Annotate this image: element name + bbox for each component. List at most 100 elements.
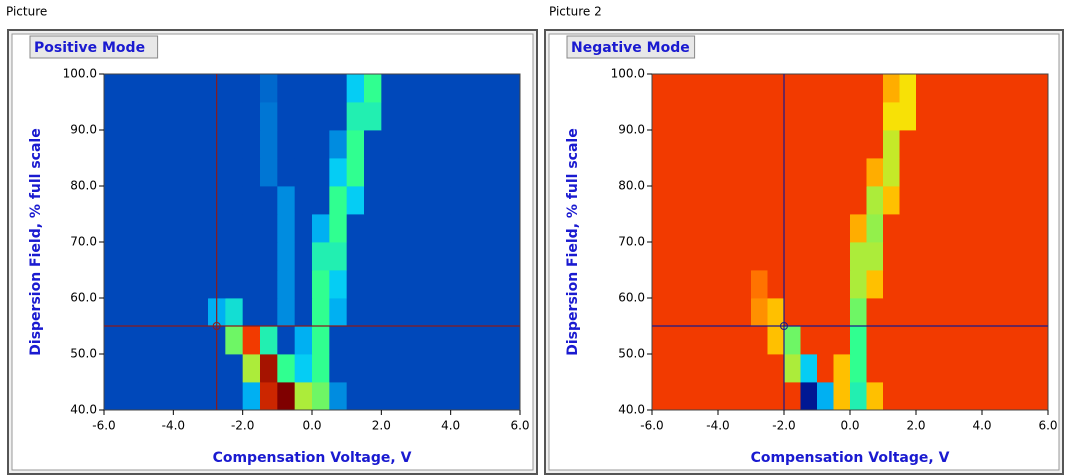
heatmap-cell xyxy=(1015,214,1032,243)
heatmap-cell xyxy=(850,298,867,327)
heatmap-cell xyxy=(883,270,900,299)
heatmap-cell xyxy=(734,354,752,383)
heatmap-cell xyxy=(225,130,244,159)
heatmap-cell xyxy=(734,270,752,299)
heatmap-cell xyxy=(485,130,504,159)
heatmap-cell xyxy=(294,270,313,299)
heatmap-cell xyxy=(932,298,950,327)
heatmap-cell xyxy=(767,242,785,271)
heatmap-cell xyxy=(1031,214,1049,243)
heatmap-cell xyxy=(242,242,261,271)
heatmap-cell xyxy=(1015,326,1032,355)
heatmap-cell xyxy=(242,74,261,103)
heatmap-cell xyxy=(450,326,469,355)
heatmap-cell xyxy=(138,214,157,243)
title-box xyxy=(29,35,159,59)
heatmap-cell xyxy=(329,130,348,159)
heatmap-cell xyxy=(190,186,209,215)
heatmap-cell xyxy=(883,102,900,131)
heatmap-cell xyxy=(364,242,382,271)
heatmap-cell xyxy=(833,130,851,159)
heatmap-cell xyxy=(450,74,469,103)
heatmap-cell xyxy=(718,102,735,131)
heatmap-cell xyxy=(883,214,900,243)
heatmap-cell xyxy=(138,382,157,411)
heatmap-cell xyxy=(485,326,504,355)
heatmap-cell xyxy=(916,382,933,411)
heatmap-cell xyxy=(433,186,452,215)
heatmap-cell xyxy=(718,242,735,271)
heatmap-cell xyxy=(965,186,983,215)
heatmap-cell xyxy=(850,354,867,383)
heatmap-cell xyxy=(734,242,752,271)
heatmap-cell xyxy=(485,186,504,215)
heatmap-cell xyxy=(998,382,1016,411)
heatmap-cell xyxy=(701,130,719,159)
heatmap-cell xyxy=(1015,242,1032,271)
heatmap-cell xyxy=(450,130,469,159)
heatmap-cell xyxy=(329,382,348,411)
heatmap-cell xyxy=(381,158,400,187)
heatmap-cell xyxy=(468,74,486,103)
heatmap-cell xyxy=(381,298,400,327)
heatmap-cell xyxy=(294,186,313,215)
y-tick-label: 60.0 xyxy=(618,291,645,305)
heatmap-cell xyxy=(883,298,900,327)
heatmap-cell xyxy=(398,270,417,299)
heatmap-cell xyxy=(718,382,735,411)
heatmap-cell xyxy=(364,186,382,215)
heatmap-cell xyxy=(104,354,122,383)
heatmap-cell xyxy=(883,158,900,187)
heatmap-cell xyxy=(916,186,933,215)
heatmap-cell xyxy=(850,74,867,103)
heatmap-cell xyxy=(1031,270,1049,299)
heatmap-cell xyxy=(866,158,884,187)
heatmap-cell xyxy=(784,158,801,187)
heatmap-cell xyxy=(398,158,417,187)
heatmap-cell xyxy=(949,298,966,327)
heatmap-cell xyxy=(949,214,966,243)
title-box xyxy=(566,35,696,59)
heatmap-cell xyxy=(468,326,486,355)
heatmap-cell xyxy=(916,214,933,243)
heatmap-cell xyxy=(734,158,752,187)
heatmap-cell xyxy=(965,242,983,271)
heatmap-cell xyxy=(652,74,669,103)
heatmap-cell xyxy=(416,214,434,243)
heatmap-cell xyxy=(850,326,867,355)
heatmap-cell xyxy=(346,102,365,131)
heatmap-cell xyxy=(260,102,278,131)
heatmap-cell xyxy=(965,270,983,299)
heatmap-cell xyxy=(949,326,966,355)
heatmap-cell xyxy=(225,326,244,355)
heatmap-cell xyxy=(668,74,686,103)
heatmap-cell xyxy=(468,214,486,243)
heatmap-cell xyxy=(190,130,209,159)
heatmap-cell xyxy=(751,186,768,215)
heatmap-cell xyxy=(1031,158,1049,187)
y-tick-label: 100.0 xyxy=(611,67,645,81)
heatmap-cell xyxy=(652,102,669,131)
heatmap-cell xyxy=(190,102,209,131)
heatmap-cell xyxy=(652,298,669,327)
heatmap-cell xyxy=(502,74,521,103)
heatmap-cell xyxy=(502,298,521,327)
heatmap-cell xyxy=(156,242,174,271)
heatmap-cell xyxy=(916,270,933,299)
heatmap-cell xyxy=(916,74,933,103)
heatmap-cell xyxy=(751,130,768,159)
heatmap-cell xyxy=(294,298,313,327)
heatmap-cell xyxy=(173,102,192,131)
heatmap-cell xyxy=(260,158,278,187)
heatmap-cell xyxy=(767,326,785,355)
heatmap-cell xyxy=(751,74,768,103)
heatmap-cell xyxy=(138,186,157,215)
heatmap-cell xyxy=(381,214,400,243)
heatmap-cell xyxy=(225,354,244,383)
heatmap-cell xyxy=(260,74,278,103)
heatmap-cell xyxy=(668,214,686,243)
y-tick-label: 50.0 xyxy=(618,347,645,361)
heatmap-cell xyxy=(502,102,521,131)
heatmap-cell xyxy=(734,74,752,103)
heatmap-cell xyxy=(433,354,452,383)
